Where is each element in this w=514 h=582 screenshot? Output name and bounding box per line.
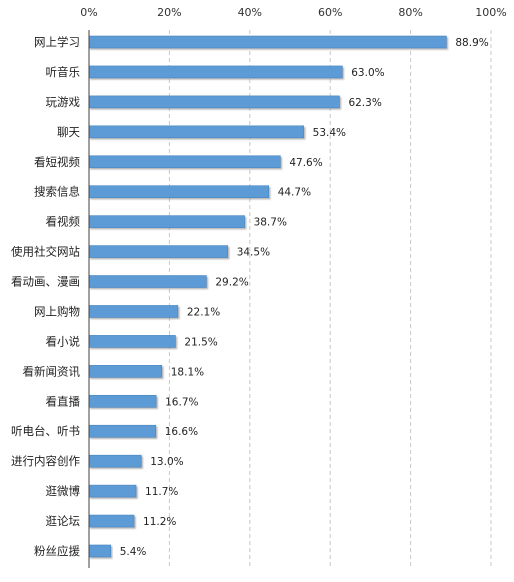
x-tick-label: 0% — [80, 6, 97, 19]
category-label: 玩游戏 — [46, 95, 81, 109]
bar — [88, 514, 135, 528]
x-tick-label: 40% — [238, 6, 262, 19]
category-label: 网上学习 — [34, 35, 80, 49]
category-label: 进行内容创作 — [11, 454, 80, 468]
bar — [88, 394, 157, 408]
bar — [88, 65, 343, 79]
category-label: 搜索信息 — [34, 185, 80, 199]
category-label: 网上购物 — [34, 304, 80, 318]
value-label: 62.3% — [348, 97, 381, 109]
bar — [88, 245, 228, 258]
value-label: 16.6% — [165, 426, 198, 438]
bar — [88, 484, 137, 498]
bar — [88, 35, 447, 49]
category-label: 聊天 — [57, 125, 80, 139]
value-label: 53.4% — [313, 127, 346, 139]
value-labels: 88.9% 63.0% 62.3% 53.4% 47.6% 44.7% 38.7% 34.5%… — [120, 37, 489, 558]
bar — [88, 454, 142, 468]
value-label: 21.5% — [184, 336, 217, 348]
category-label: 逛微博 — [46, 484, 81, 498]
bar — [88, 155, 281, 169]
bar — [88, 544, 112, 558]
bar — [88, 185, 269, 198]
category-label: 看视频 — [46, 215, 81, 229]
x-tick-label: 100% — [475, 6, 506, 19]
bar — [88, 275, 207, 288]
bar — [88, 125, 304, 139]
bar — [88, 335, 176, 348]
category-label: 看小说 — [46, 334, 81, 348]
value-label: 44.7% — [278, 187, 311, 199]
category-label: 看短视频 — [34, 155, 80, 169]
x-tick-label: 20% — [157, 6, 181, 19]
category-label: 使用社交网站 — [11, 245, 80, 259]
category-labels: 网上学习听音乐玩游戏聊天看短视频搜索信息看视频使用社交网站看动画、漫画网上购物看… — [11, 35, 80, 558]
value-label: 5.4% — [120, 546, 147, 558]
value-label: 34.5% — [237, 247, 270, 259]
x-tick-label: 60% — [318, 6, 342, 19]
bars — [88, 35, 447, 558]
value-label: 63.0% — [351, 67, 384, 79]
value-label: 88.9% — [455, 37, 488, 49]
x-tick-label: 80% — [398, 6, 422, 19]
value-label: 47.6% — [289, 157, 322, 169]
bar — [88, 95, 340, 109]
value-label: 18.1% — [171, 366, 204, 378]
x-axis-ticks: 0% 20% 40% 60% 80% 100% — [80, 6, 506, 19]
value-label: 16.7% — [165, 396, 198, 408]
category-label: 听音乐 — [46, 65, 81, 79]
value-label: 22.1% — [187, 306, 220, 318]
category-label: 看新闻资讯 — [23, 364, 81, 378]
value-label: 13.0% — [150, 456, 183, 468]
category-label: 听电台、听书 — [11, 424, 80, 438]
bar — [88, 365, 163, 378]
value-label: 38.7% — [254, 217, 287, 229]
category-label: 粉丝应援 — [34, 544, 80, 558]
category-label: 逛论坛 — [46, 514, 81, 528]
category-label: 看直播 — [46, 394, 81, 408]
value-label: 11.2% — [143, 516, 176, 528]
bar — [88, 215, 245, 228]
value-label: 11.7% — [145, 486, 178, 498]
bar — [88, 424, 157, 438]
value-label: 29.2% — [215, 277, 248, 289]
gridlines — [168, 30, 492, 568]
category-label: 看动画、漫画 — [11, 275, 80, 289]
bar — [88, 305, 179, 318]
